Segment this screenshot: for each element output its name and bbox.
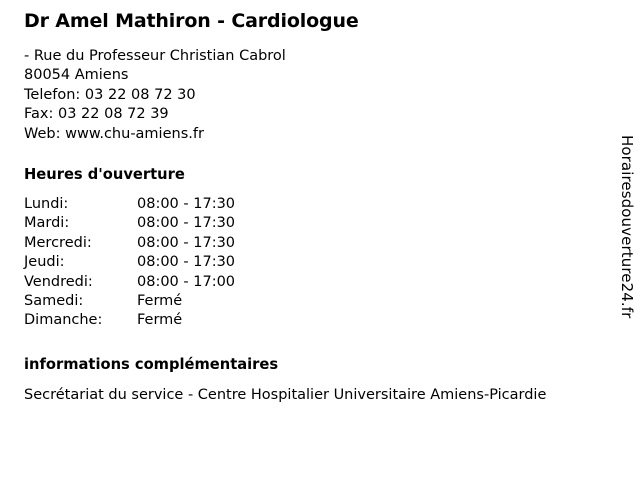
table-row: Mardi: 08:00 - 17:30 xyxy=(24,214,235,233)
hours-time-value: Fermé xyxy=(137,312,183,329)
table-row: Jeudi: 08:00 - 17:30 xyxy=(24,253,235,272)
opening-hours-body: Lundi: 08:00 - 17:30 Mardi: 08:00 - 17:3… xyxy=(24,195,235,331)
hours-day-label: Mardi: xyxy=(24,215,70,232)
hours-day-label: Dimanche: xyxy=(24,312,103,329)
hours-day-label: Mercredi: xyxy=(24,234,92,251)
table-row: Samedi: Fermé xyxy=(24,292,235,311)
table-row: Lundi: 08:00 - 17:30 xyxy=(24,195,235,214)
opening-hours-heading: Heures d'ouverture xyxy=(24,166,185,184)
address-website: Web: www.chu-amiens.fr xyxy=(24,125,204,142)
address-street: - Rue du Professeur Christian Cabrol xyxy=(24,48,286,64)
hours-time-value: 08:00 - 17:30 xyxy=(137,254,236,271)
hours-time-value: 08:00 - 17:00 xyxy=(137,273,236,290)
additional-information-text: Secrétariat du service - Centre Hospital… xyxy=(24,386,547,403)
additional-information-heading: informations complémentaires xyxy=(24,355,279,373)
content-column: Dr Amel Mathiron - Cardiologue - Rue du … xyxy=(24,0,626,405)
opening-hours-table: Lundi: 08:00 - 17:30 Mardi: 08:00 - 17:3… xyxy=(24,195,235,331)
table-row: Mercredi: 08:00 - 17:30 xyxy=(24,234,235,253)
vertical-brand-watermark: Horairesdouverture24.fr xyxy=(618,135,636,319)
hours-day-label: Lundi: xyxy=(24,196,69,213)
table-row: Vendredi: 08:00 - 17:00 xyxy=(24,273,235,292)
table-row: Dimanche: Fermé xyxy=(24,311,235,330)
address-phone: Telefon: 03 22 08 72 30 xyxy=(24,86,196,103)
address-fax: Fax: 03 22 08 72 39 xyxy=(24,106,169,123)
hours-time-value: 08:00 - 17:30 xyxy=(137,234,236,251)
hours-time-value: Fermé xyxy=(137,293,183,310)
hours-time-value: 08:00 - 17:30 xyxy=(137,215,236,232)
hours-time-value: 08:00 - 17:30 xyxy=(137,196,236,213)
page-title: Dr Amel Mathiron - Cardiologue xyxy=(24,10,359,32)
hours-day-label: Vendredi: xyxy=(24,273,93,290)
address-block: - Rue du Professeur Christian Cabrol 800… xyxy=(24,32,626,144)
address-city: 80054 Amiens xyxy=(24,67,129,84)
hours-day-label: Samedi: xyxy=(24,293,84,310)
hours-day-label: Jeudi: xyxy=(24,254,65,271)
